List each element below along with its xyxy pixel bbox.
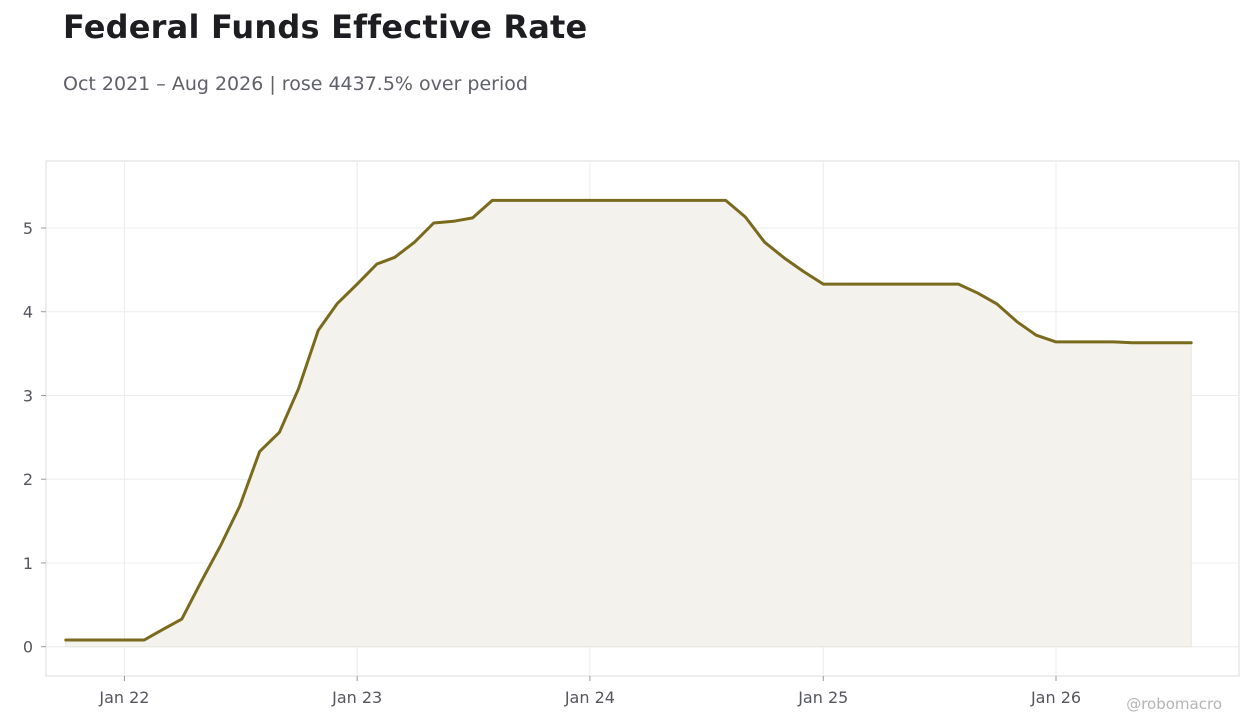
y-tick-label: 2	[23, 470, 33, 489]
series-line	[64, 198, 1193, 642]
y-tick-label: 0	[23, 638, 33, 657]
y-tick-label: 3	[23, 386, 33, 405]
series-area	[64, 198, 1193, 648]
x-tick-label: Jan 26	[1030, 688, 1081, 707]
credit-label: @robomacro	[1126, 695, 1222, 713]
x-tick-label: Jan 22	[98, 688, 149, 707]
chart-title: Federal Funds Effective Rate	[63, 8, 588, 46]
x-tick-label: Jan 23	[331, 688, 382, 707]
y-axis: 0 1 2 3 4 5	[23, 219, 46, 657]
x-axis: Jan 22 Jan 23 Jan 24 Jan 25 Jan 26	[98, 676, 1081, 707]
x-tick-label: Jan 25	[797, 688, 848, 707]
y-tick-label: 1	[23, 554, 33, 573]
y-tick-label: 4	[23, 303, 33, 322]
chart-subtitle: Oct 2021 – Aug 2026 | rose 4437.5% over …	[63, 73, 528, 95]
x-tick-label: Jan 24	[564, 688, 615, 707]
y-tick-label: 5	[23, 219, 33, 238]
